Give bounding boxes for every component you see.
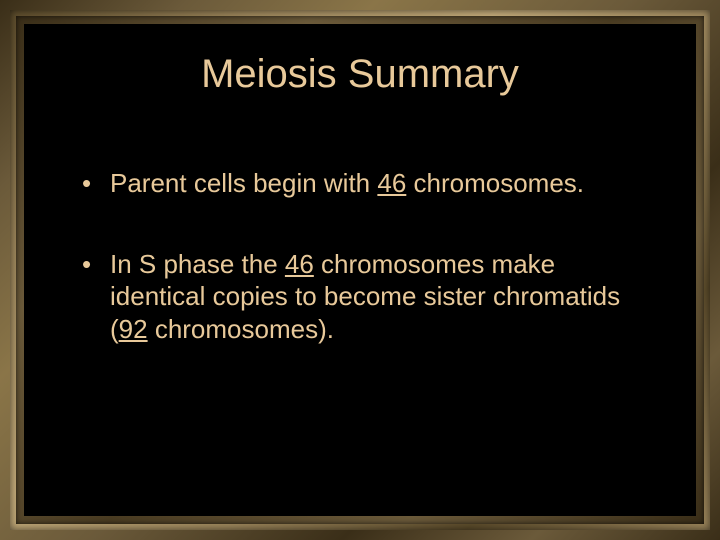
bullet-text: chromosomes.	[406, 168, 584, 198]
bullet-item: In S phase the 46 chromosomes make ident…	[82, 248, 646, 346]
slide-frame-mid: Meiosis Summary Parent cells begin with …	[10, 10, 710, 530]
slide-content: Meiosis Summary Parent cells begin with …	[24, 24, 696, 516]
slide-frame-inner: Meiosis Summary Parent cells begin with …	[16, 16, 704, 524]
bullet-text: chromosomes).	[148, 314, 334, 344]
slide-frame-outer: Meiosis Summary Parent cells begin with …	[0, 0, 720, 540]
underlined-number: 46	[377, 168, 406, 198]
underlined-number: 92	[119, 314, 148, 344]
bullet-item: Parent cells begin with 46 chromosomes.	[82, 167, 646, 200]
bullet-text: Parent cells begin with	[110, 168, 377, 198]
bullet-list: Parent cells begin with 46 chromosomes. …	[74, 167, 646, 345]
slide-title: Meiosis Summary	[74, 52, 646, 97]
underlined-number: 46	[285, 249, 314, 279]
bullet-text: In S phase the	[110, 249, 285, 279]
